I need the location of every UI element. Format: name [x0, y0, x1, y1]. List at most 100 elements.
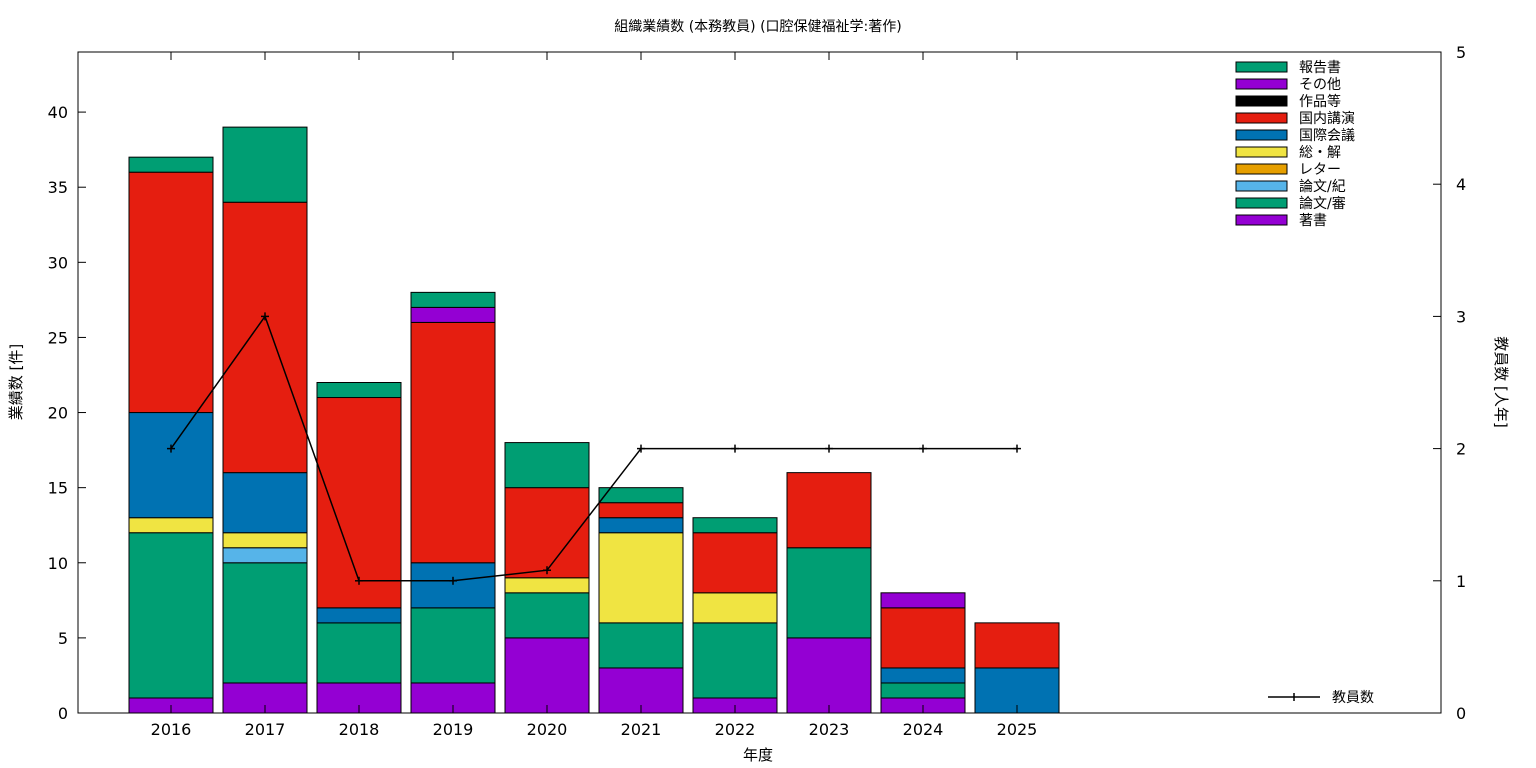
bar-segment-2017-論文/審 — [222, 562, 308, 684]
legend-swatch — [1235, 129, 1288, 141]
legend-item: 国際会議 — [1235, 127, 1355, 144]
bar-segment-2019-論文/審 — [410, 607, 496, 684]
bar-segment-2020-総・解 — [504, 577, 590, 594]
x-tick-label: 2023 — [809, 720, 850, 739]
legend-swatch — [1235, 197, 1288, 209]
legend-swatch — [1235, 61, 1288, 73]
legend-swatch — [1235, 180, 1288, 192]
y-tick-label: 40 — [48, 103, 68, 122]
legend-swatch — [1235, 146, 1288, 158]
legend-item: 総・解 — [1235, 145, 1341, 161]
bar-segment-2022-国内講演 — [692, 532, 778, 594]
line-series-faculty — [170, 314, 1017, 582]
legend-label: その他 — [1299, 77, 1341, 93]
x-tick-label: 2018 — [339, 720, 380, 739]
bar-segment-2020-論文/審 — [504, 592, 590, 639]
bar-segment-2016-論文/審 — [128, 532, 214, 699]
line-point-2020 — [543, 566, 551, 575]
bar-segment-2023-著書 — [786, 637, 872, 714]
y2-tick-label: 1 — [1456, 572, 1466, 591]
legend-item: 著書 — [1235, 213, 1327, 229]
bar-segment-2023-論文/審 — [786, 547, 872, 639]
bar-segment-2020-著書 — [504, 637, 590, 714]
plot-frame — [77, 51, 1442, 714]
legend-swatch — [1235, 78, 1288, 90]
bar-segment-2017-国際会議 — [222, 472, 308, 534]
legend-item: 国内講演 — [1235, 111, 1355, 127]
line-point-2019 — [449, 576, 457, 585]
y-tick-label: 20 — [48, 404, 68, 423]
legend-label: 著書 — [1299, 213, 1327, 229]
bars-layer — [128, 126, 1060, 714]
legend-swatch — [1235, 112, 1288, 124]
bar-segment-2018-論文/審 — [316, 622, 402, 684]
y-tick-label: 30 — [48, 253, 68, 272]
line-point-2018 — [355, 576, 363, 585]
bar-segment-2024-国際会議 — [880, 667, 966, 684]
line-point-2021 — [637, 444, 645, 453]
chart-title: 組織業績数 (本務教員) (口腔保健福祉学:著作) — [614, 19, 901, 35]
bar-segment-2016-国内講演 — [128, 171, 214, 414]
x-tick-label: 2021 — [621, 720, 662, 739]
x-tick-label: 2022 — [715, 720, 756, 739]
line-point-2024 — [919, 444, 927, 453]
bar-segment-2022-論文/審 — [692, 622, 778, 699]
legend-label: 論文/紀 — [1299, 179, 1346, 195]
bar-segment-2023-国内講演 — [786, 472, 872, 549]
legend-swatch — [1235, 163, 1288, 175]
bar-segment-2020-報告書 — [504, 442, 590, 489]
y-tick-label: 5 — [58, 629, 68, 648]
legend-label: 国内講演 — [1299, 111, 1355, 127]
line-point-2025 — [1013, 444, 1021, 453]
bar-segment-2024-国内講演 — [880, 607, 966, 669]
x-tick-label: 2025 — [997, 720, 1038, 739]
y-tick-label: 0 — [58, 704, 68, 723]
bar-segment-2021-国内講演 — [598, 502, 684, 519]
bar-segment-2021-国際会議 — [598, 517, 684, 534]
legend-item: 報告書 — [1235, 60, 1341, 76]
legend-label: 論文/審 — [1299, 196, 1346, 212]
bar-segment-2018-報告書 — [316, 382, 402, 399]
bar-segment-2017-国内講演 — [222, 201, 308, 474]
line-point-2022 — [731, 444, 739, 453]
legend-label: 報告書 — [1299, 60, 1341, 76]
bar-segment-2020-国内講演 — [504, 487, 590, 579]
y2-axis-label: 教員数 [人年] — [1492, 336, 1510, 427]
legend-item: 作品等 — [1235, 93, 1341, 110]
x-tick-label: 2019 — [433, 720, 474, 739]
x-tick-label: 2020 — [527, 720, 568, 739]
line-point-2017 — [261, 312, 269, 321]
bar-segment-2019-その他 — [410, 306, 496, 323]
bar-segment-2024-論文/審 — [880, 682, 966, 699]
bar-segment-2021-総・解 — [598, 532, 684, 624]
bar-segment-2018-国内講演 — [316, 397, 402, 609]
bar-segment-2022-総・解 — [692, 592, 778, 624]
legend-item: レター — [1235, 162, 1341, 178]
legend-label-line: 教員数 — [1332, 690, 1374, 706]
line-point-2016 — [167, 444, 175, 453]
bar-segment-2021-論文/審 — [598, 622, 684, 669]
legend-label: レター — [1299, 162, 1341, 178]
y-tick-label: 25 — [48, 328, 68, 347]
x-tick-label: 2024 — [903, 720, 944, 739]
bar-segment-2017-報告書 — [222, 126, 308, 203]
y-tick-label: 10 — [48, 554, 68, 573]
legend-label: 作品等 — [1299, 93, 1341, 110]
line-point-2023 — [825, 444, 833, 453]
y-tick-label: 35 — [48, 178, 68, 197]
y2-tick-label: 5 — [1456, 43, 1466, 62]
bar-segment-2019-報告書 — [410, 291, 496, 308]
bar-segment-2019-国内講演 — [410, 321, 496, 564]
y2-tick-label: 2 — [1456, 440, 1466, 459]
bar-segment-2016-国際会議 — [128, 412, 214, 519]
legend-label: 総・解 — [1299, 145, 1341, 161]
bar-segment-2017-論文/紀 — [222, 547, 308, 564]
legend-swatch — [1235, 95, 1288, 107]
bar-segment-2022-報告書 — [692, 517, 778, 534]
y-tick-label: 15 — [48, 479, 68, 498]
legend-item: 論文/紀 — [1235, 179, 1346, 195]
x-tick-label: 2017 — [245, 720, 286, 739]
